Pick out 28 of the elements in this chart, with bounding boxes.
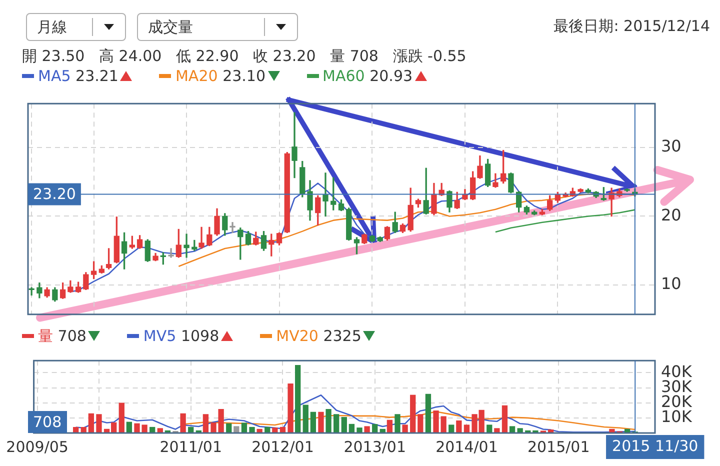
text: 20.93 — [368, 67, 413, 85]
x-tick-label: 2014/01 — [436, 438, 498, 456]
text: 最後日期: 2015/12/14 — [554, 17, 710, 36]
legend-label: MV5 — [143, 327, 176, 345]
x-tick-label: 2009/05 — [6, 438, 68, 456]
y-tick-label: 20 — [661, 205, 682, 224]
x-tick-label: 2015/01 — [527, 438, 590, 456]
text: 1098 — [180, 327, 220, 345]
legend-label: MA5 — [38, 67, 71, 85]
legend-label: 量 — [38, 326, 53, 346]
text: 708 — [56, 327, 86, 345]
legend-label: MA60 — [322, 67, 365, 85]
annotation: 708 — [28, 411, 67, 433]
text: 開 23.50 高 24.00 低 22.90 收 23.20 量 708 漲跌 -0.55 — [22, 47, 466, 66]
dropdown: 月線 — [26, 13, 126, 41]
dropdown: 成交量 — [137, 13, 298, 41]
x-tick-label: 2012/01 — [252, 438, 314, 456]
ref-line-label: 2015 11/30 — [612, 436, 698, 455]
text: 23.21 — [74, 67, 118, 85]
x-tick-label: 2013/01 — [344, 438, 406, 456]
y-tick-label: 10 — [661, 274, 682, 294]
ref-line-label: 23.20 — [32, 185, 76, 204]
legend-label: MV20 — [276, 327, 318, 345]
y-tick-label: 30 — [661, 136, 682, 156]
text: 23.10 — [222, 67, 266, 85]
legend-label: MA20 — [175, 67, 218, 85]
x-tick-label: 2011/01 — [160, 438, 222, 456]
text: 2325 — [322, 327, 362, 345]
